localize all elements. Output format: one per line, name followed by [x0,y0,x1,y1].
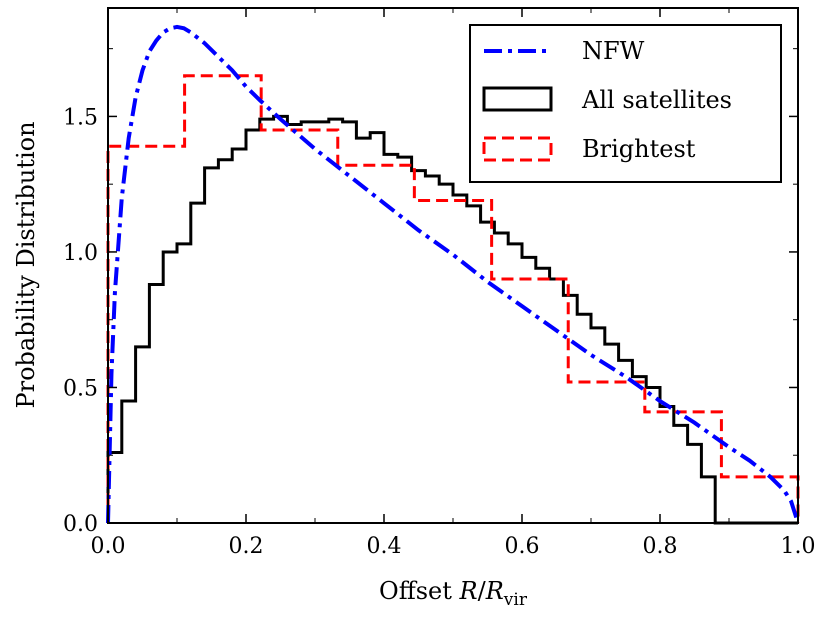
plot-frame [107,7,799,524]
x-tick-label: 0.8 [643,534,678,559]
y-tick-label: 1.0 [63,241,98,266]
x-axis-label-subscript: vir [503,590,528,610]
x-axis-label-slash: / [478,577,487,605]
x-tick-label: 0.0 [91,534,126,559]
legend: NFW All satellites Brightest [469,24,782,183]
x-axis-label-rvir: R [485,577,504,605]
x-tick-label: 0.2 [229,534,264,559]
legend-label-nfw: NFW [582,37,645,65]
y-tick-label: 0.0 [63,512,98,537]
y-axis-label: Probability Distribution [12,121,40,408]
legend-label-all-satellites: All satellites [581,86,732,114]
legend-handle-brightest [482,136,553,162]
legend-label-brightest: Brightest [582,135,696,163]
x-axis-label: Offset R/Rvir [379,577,528,610]
legend-handle-all-satellites [482,86,553,112]
y-tick-label: 1.5 [63,105,98,130]
x-tick-label: 1.0 [781,534,816,559]
series-all-satellites [106,114,798,525]
x-tick-label: 0.4 [367,534,402,559]
x-tick-label: 0.6 [505,534,540,559]
axis-ticks: 0.0 0.2 0.4 0.6 0.8 1.0 0.0 0.5 1.0 1.5 [63,8,816,559]
series-nfw [106,24,800,524]
y-tick-label: 0.5 [63,376,98,401]
x-axis-label-r: R [459,577,478,605]
plot-area [106,24,800,525]
x-axis-label-prefix: Offset [379,577,460,605]
